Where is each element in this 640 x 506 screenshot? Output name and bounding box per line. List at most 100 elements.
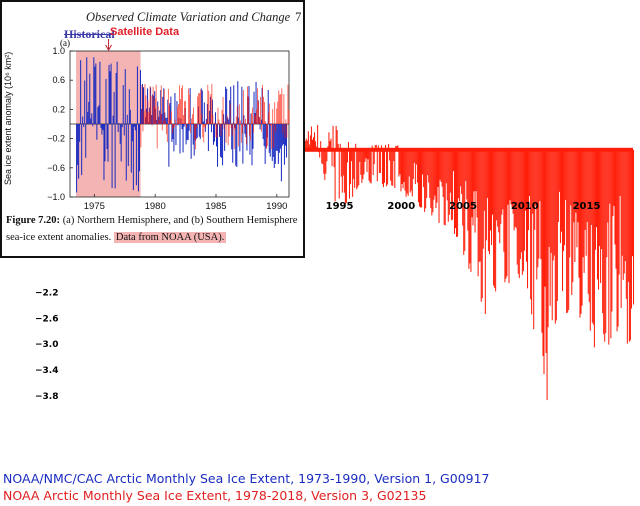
main-bar: [343, 149, 345, 193]
inset-red-bar: [226, 115, 228, 124]
inset-red-bar: [258, 101, 259, 124]
inset-blue-bar: [181, 124, 183, 130]
main-bar: [530, 149, 532, 300]
inset-blue-bar: [98, 105, 100, 124]
main-bar: [624, 149, 626, 262]
inset-blue-bar: [208, 110, 210, 124]
main-bar: [487, 149, 489, 251]
inset-red-bar: [208, 91, 210, 124]
inset-red-bar: [192, 114, 193, 124]
legend-blue-series: NOAA/NMC/CAC Arctic Monthly Sea Ice Exte…: [3, 471, 490, 486]
main-bar: [399, 149, 401, 175]
main-bar: [489, 149, 491, 231]
main-bar: [463, 149, 465, 255]
main-bar: [405, 149, 407, 197]
main-bar: [448, 149, 450, 215]
main-bar: [438, 149, 440, 224]
main-bar: [460, 149, 462, 187]
inset-blue-bar: [167, 99, 169, 124]
main-bar: [428, 149, 430, 183]
main-bar: [350, 149, 352, 185]
main-bar: [454, 149, 457, 229]
main-bar: [436, 149, 438, 203]
inset-blue-bar: [162, 96, 164, 124]
main-bar: [409, 149, 411, 193]
inset-red-bar: [157, 106, 159, 124]
inset-blue-bar: [281, 124, 283, 146]
inset-red-bar: [203, 124, 205, 143]
main-bar: [605, 149, 607, 333]
inset-blue-bar: [273, 124, 275, 169]
main-bar: [444, 149, 446, 226]
inset-blue-bar: [242, 124, 244, 164]
main-bar: [329, 141, 331, 150]
inset-blue-bar: [204, 124, 206, 132]
inset-red-bar: [145, 95, 147, 124]
main-bar: [571, 149, 573, 295]
inset-blue-bar: [110, 63, 112, 124]
main-bar: [495, 149, 497, 292]
main-bar: [601, 149, 603, 250]
inset-blue-bar: [183, 124, 185, 127]
main-bar: [497, 149, 499, 227]
main-bar: [412, 149, 414, 179]
main-bar: [416, 149, 418, 183]
inset-red-bar: [246, 124, 247, 145]
inset-blue-bar: [267, 90, 269, 124]
main-bar: [467, 149, 469, 231]
main-bar: [594, 149, 596, 250]
inset-red-bar: [206, 120, 208, 124]
inset-blue-bar: [243, 115, 245, 124]
inset-red-bar: [166, 124, 168, 142]
inset-blue-bar: [136, 66, 138, 124]
main-bar: [498, 149, 500, 233]
inset-red-bar: [170, 111, 172, 124]
main-bar: [359, 149, 361, 162]
inset-red-bar: [285, 119, 287, 124]
main-bar: [315, 141, 317, 150]
inset-blue-bar: [220, 124, 222, 157]
inset-blue-bar: [226, 88, 228, 124]
y-tick-label: −3.0: [35, 340, 58, 350]
main-bar: [506, 149, 508, 277]
main-bar: [415, 149, 417, 165]
main-bar: [611, 149, 613, 312]
inset-red-bar: [191, 118, 192, 124]
inset-blue-bar: [158, 116, 160, 124]
main-bar: [532, 149, 534, 214]
inset-chart: 1.0 0.6 0.2 −0.2 −0.6 −1.0 1975 1980 1985 1990: [47, 39, 290, 212]
main-bar: [312, 137, 315, 150]
inset-red-bar: [207, 84, 209, 124]
inset-red-bar: [219, 124, 221, 127]
inset-red-bar: [140, 124, 142, 148]
inset-blue-bar: [168, 124, 170, 167]
inset-blue-bar: [265, 124, 267, 148]
main-bar: [589, 149, 591, 331]
legend-red-series: NOAA Arctic Monthly Sea Ice Extent, 1978…: [3, 488, 427, 503]
inset-red-bar: [269, 103, 271, 124]
main-bar: [305, 138, 307, 150]
inset-blue-bar: [196, 124, 198, 138]
inset-red-bar: [214, 122, 216, 124]
main-bar: [483, 149, 485, 211]
inset-blue-bar: [279, 124, 281, 149]
inset-blue-bar: [217, 124, 219, 167]
y-tick-label: −2.6: [35, 314, 58, 324]
main-bar: [356, 149, 358, 190]
main-bar: [446, 149, 448, 201]
main-bar: [505, 149, 507, 279]
main-bar: [524, 149, 526, 211]
inset-blue-bar: [231, 124, 233, 150]
inset-blue-bar: [225, 86, 227, 124]
main-bars: [65, 124, 635, 401]
main-bar: [456, 149, 458, 237]
main-bar: [353, 149, 355, 180]
main-bar: [447, 149, 449, 222]
inset-red-bar: [181, 87, 182, 124]
inset-blue-bar: [113, 91, 115, 124]
main-bar: [631, 149, 633, 257]
main-bar: [308, 144, 310, 150]
inset-red-bar: [197, 96, 199, 124]
main-bar: [361, 149, 363, 183]
inset-blue-bar: [161, 113, 163, 124]
